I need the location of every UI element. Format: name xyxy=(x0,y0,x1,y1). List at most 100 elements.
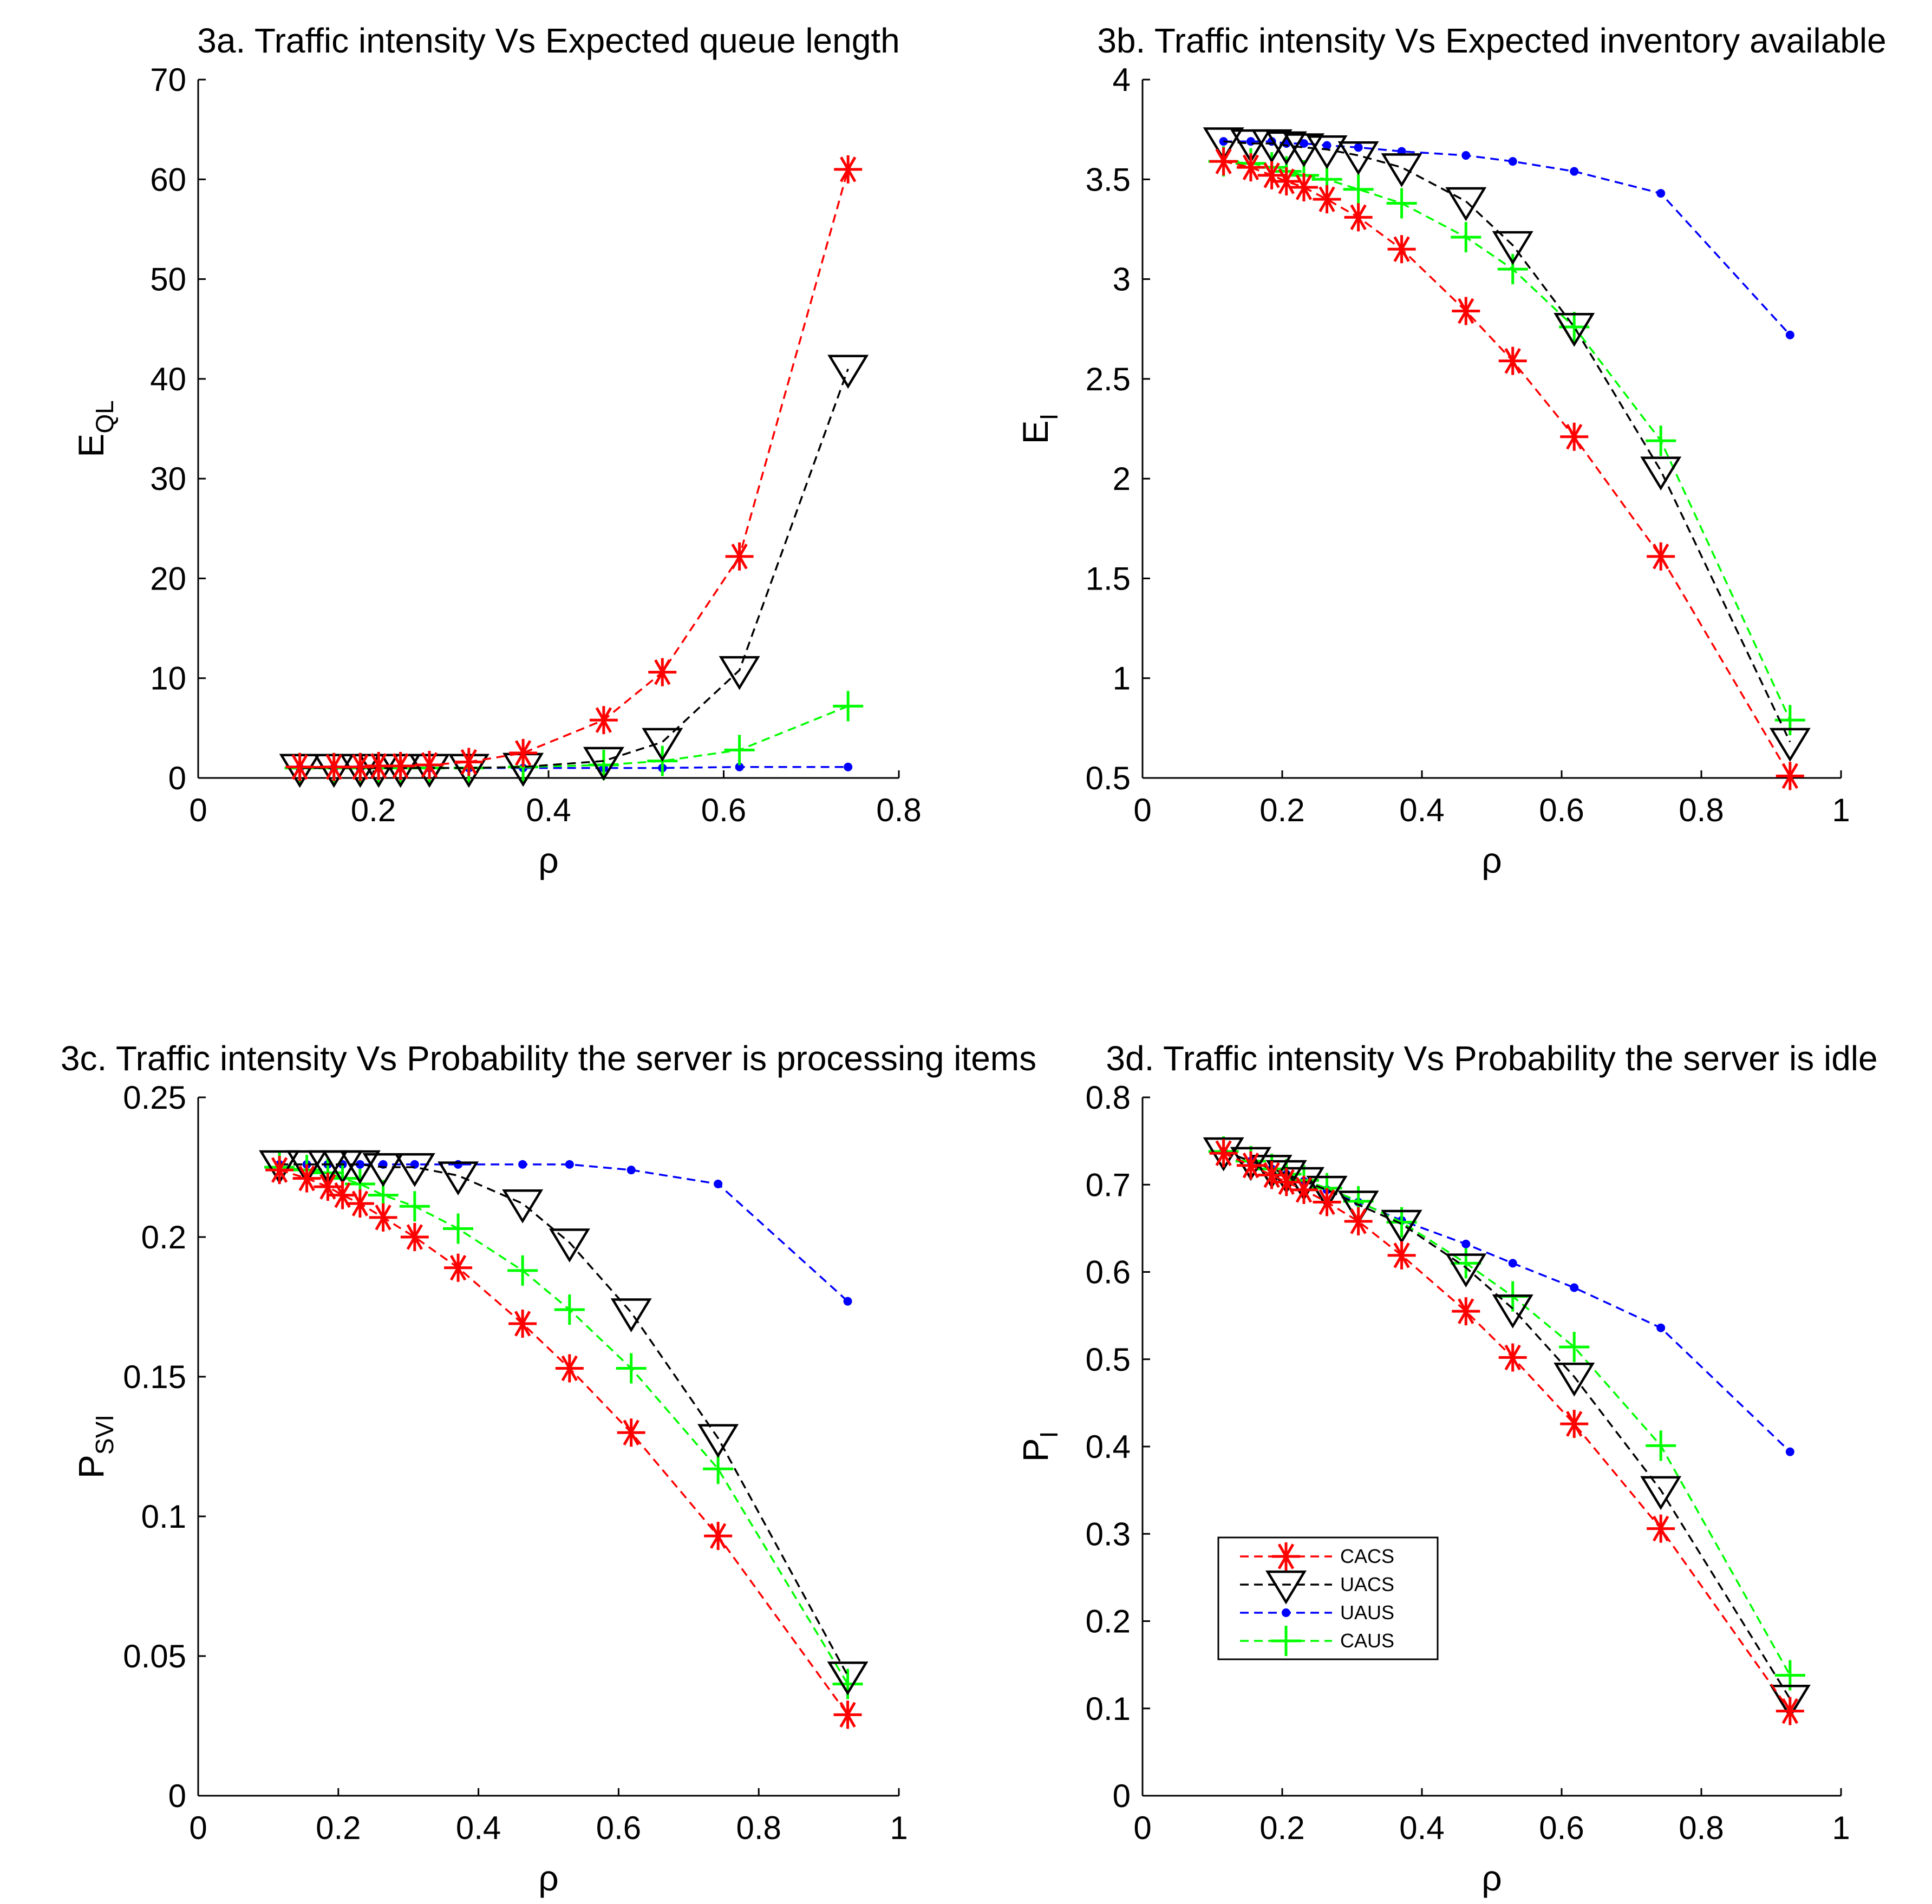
x-tick-label: 0.2 xyxy=(316,1810,361,1846)
data-point xyxy=(554,1294,585,1325)
data-point xyxy=(1445,187,1487,221)
data-point xyxy=(1381,1209,1422,1244)
data-point xyxy=(642,728,683,762)
data-point xyxy=(1299,139,1308,148)
x-tick-label: 0 xyxy=(189,1810,207,1846)
data-point xyxy=(616,1353,647,1384)
data-point xyxy=(827,355,869,389)
data-point xyxy=(444,1253,473,1282)
data-point xyxy=(1492,231,1533,265)
x-tick-label: 0.6 xyxy=(1539,792,1584,828)
series-uacs xyxy=(1203,127,1811,762)
data-point xyxy=(508,1309,537,1338)
y-tick-label: 0.5 xyxy=(1086,760,1131,796)
data-point xyxy=(617,1418,645,1447)
data-point xyxy=(1776,1697,1804,1725)
legend-entry-uaus: UAUS xyxy=(1240,1601,1394,1624)
data-point xyxy=(1640,1476,1682,1510)
y-tick-label: 20 xyxy=(150,560,186,597)
data-point xyxy=(1381,153,1422,187)
series-uacs xyxy=(279,355,869,788)
data-point xyxy=(1337,141,1379,175)
data-point xyxy=(1560,422,1589,451)
data-point xyxy=(704,1522,733,1550)
y-tick-label: 0.3 xyxy=(1086,1516,1131,1552)
y-tick-label: 40 xyxy=(150,361,186,397)
legend-marker xyxy=(1265,1570,1307,1605)
series-line xyxy=(1223,140,1791,743)
data-point xyxy=(339,1150,381,1185)
y-tick-label: 2 xyxy=(1113,461,1131,497)
data-point xyxy=(1570,167,1579,176)
data-point xyxy=(1265,131,1307,166)
y-tick-label: 0.05 xyxy=(123,1638,186,1674)
data-point xyxy=(1498,1343,1527,1372)
chart-title: 3c. Traffic intensity Vs Probability the… xyxy=(61,1039,1036,1078)
x-tick-label: 0.8 xyxy=(736,1810,781,1846)
data-point xyxy=(1560,1410,1589,1438)
data-point xyxy=(362,1153,404,1187)
data-point xyxy=(319,753,348,781)
data-point xyxy=(1785,330,1794,339)
data-point xyxy=(1498,346,1527,375)
data-point xyxy=(1337,1190,1379,1225)
y-tick-label: 2.5 xyxy=(1086,361,1131,397)
data-point xyxy=(1313,1188,1341,1216)
legend-entry-uacs: UACS xyxy=(1240,1570,1394,1605)
y-tick-label: 0 xyxy=(168,760,186,796)
legend-label: CACS xyxy=(1340,1545,1394,1567)
data-point xyxy=(1554,312,1595,347)
legend-marker xyxy=(1272,1542,1300,1571)
data-point xyxy=(346,753,375,781)
data-point xyxy=(1559,1332,1590,1363)
y-tick-label: 0 xyxy=(168,1778,186,1814)
legend-entry-cacs: CACS xyxy=(1240,1542,1394,1571)
y-tick-label: 0.7 xyxy=(1086,1167,1131,1203)
data-point xyxy=(1497,254,1528,285)
data-point xyxy=(719,656,760,690)
data-point xyxy=(1769,728,1811,762)
data-point xyxy=(1283,133,1324,167)
data-point xyxy=(509,738,538,767)
data-point xyxy=(583,747,624,781)
x-tick-label: 0.2 xyxy=(1259,1810,1304,1846)
x-axis-label: ρ xyxy=(538,840,559,880)
legend-label: CAUS xyxy=(1340,1630,1394,1652)
data-point xyxy=(1209,147,1238,176)
data-point xyxy=(1452,1297,1480,1326)
data-point xyxy=(518,1160,527,1169)
data-point xyxy=(697,1424,739,1458)
data-point xyxy=(502,1189,544,1223)
data-point xyxy=(555,1354,584,1383)
chart-panel-1: 3a. Traffic intensity Vs Expected queue … xyxy=(71,21,922,880)
data-point xyxy=(1230,129,1271,163)
data-point xyxy=(394,1153,435,1187)
data-point xyxy=(648,658,677,686)
x-tick-label: 0.4 xyxy=(1399,1810,1444,1846)
y-tick-label: 0.2 xyxy=(141,1219,186,1255)
y-tick-label: 0.1 xyxy=(141,1499,186,1535)
data-point xyxy=(400,1223,429,1251)
data-point xyxy=(454,748,483,776)
x-tick-label: 0.6 xyxy=(596,1810,641,1846)
data-point xyxy=(1236,153,1265,182)
y-tick-label: 4 xyxy=(1113,62,1131,98)
data-point xyxy=(1387,1241,1416,1270)
x-tick-label: 0 xyxy=(1133,792,1151,828)
data-point xyxy=(1656,1323,1666,1332)
x-tick-label: 0.6 xyxy=(1539,1810,1584,1846)
data-point xyxy=(1251,129,1293,163)
data-point xyxy=(386,751,415,780)
data-point xyxy=(1647,1514,1675,1543)
data-point xyxy=(259,1150,301,1185)
chart-title: 3d. Traffic intensity Vs Probability the… xyxy=(1106,1039,1877,1078)
series-caus xyxy=(1208,146,1805,736)
x-tick-label: 0.6 xyxy=(701,792,746,828)
data-point xyxy=(364,751,393,780)
data-point xyxy=(735,762,744,771)
y-axis-label: PSVI xyxy=(71,1415,119,1478)
data-point xyxy=(369,1203,397,1232)
data-point xyxy=(1354,143,1363,152)
y-tick-label: 0.15 xyxy=(123,1359,186,1395)
